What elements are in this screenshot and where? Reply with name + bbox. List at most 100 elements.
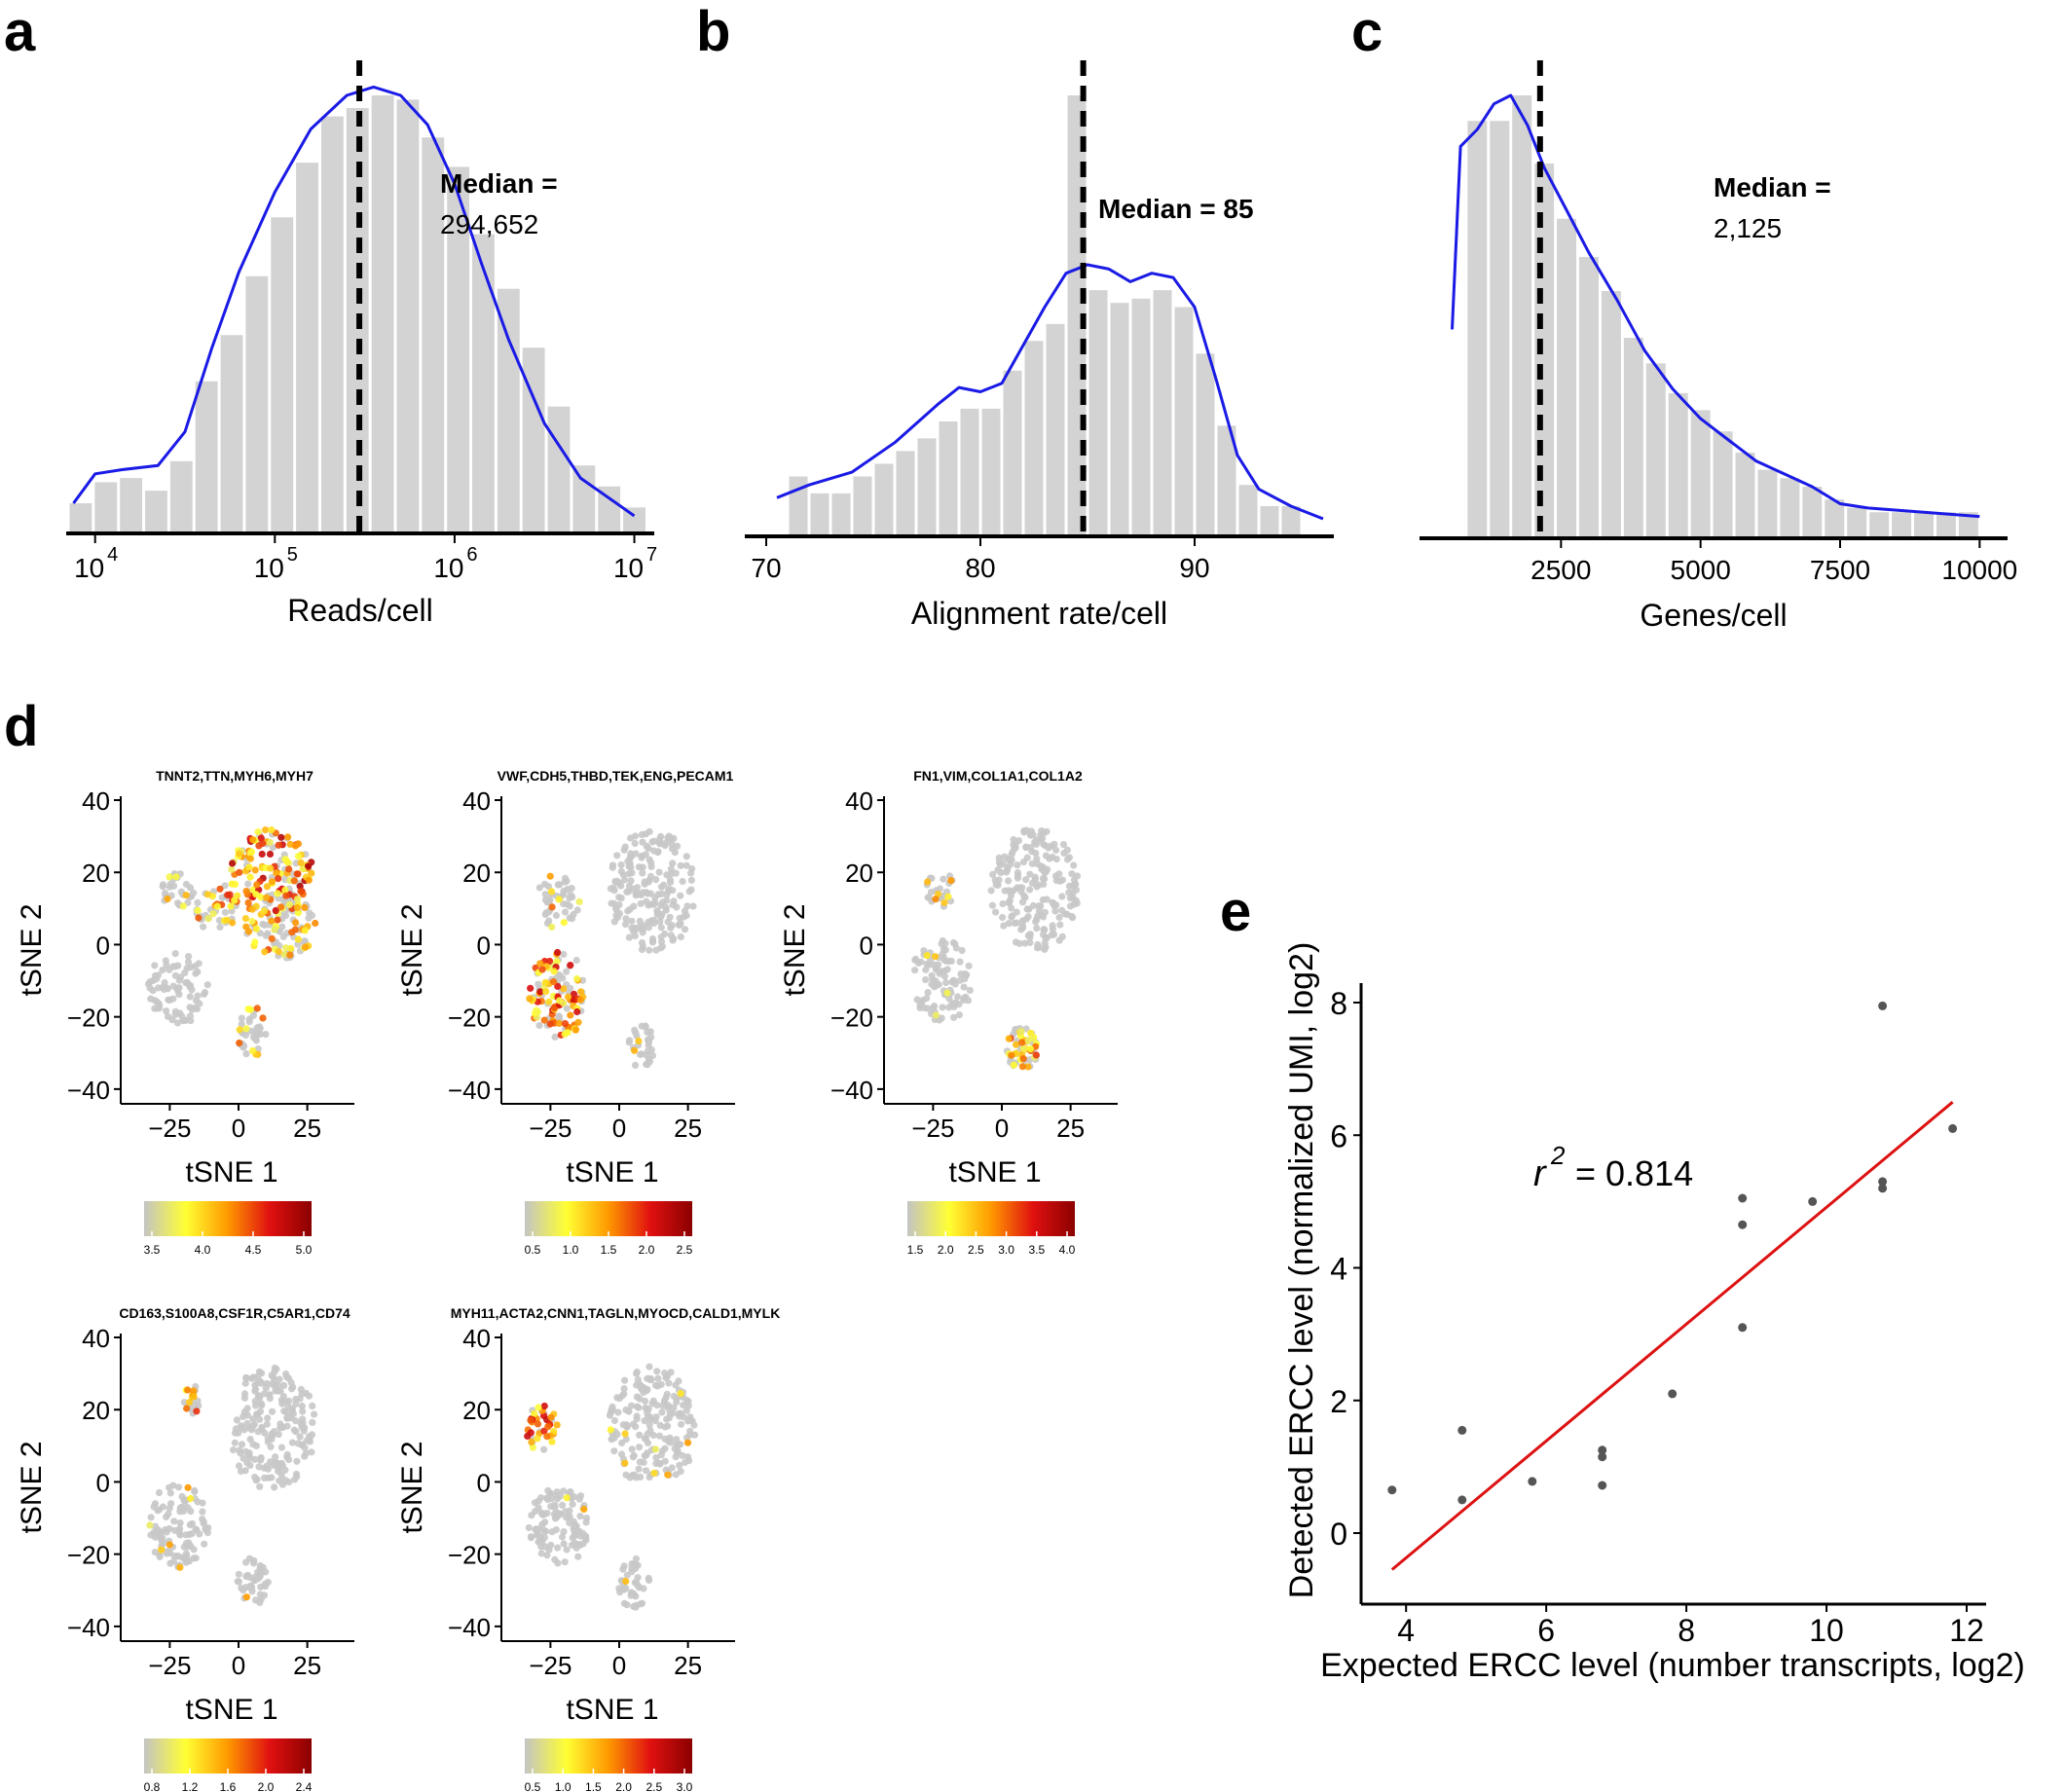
tsne-point (644, 1028, 651, 1036)
tsne-point (201, 1540, 208, 1548)
tsne-point (631, 932, 639, 940)
y-tick-label: 20 (462, 859, 491, 888)
tsne-point (1027, 831, 1035, 839)
tsne-point (242, 888, 250, 896)
tsne-point (156, 1506, 164, 1514)
tsne-point (156, 1553, 164, 1561)
tsne-point (555, 997, 564, 1005)
tsne-point (668, 922, 676, 930)
histogram-bar (145, 491, 167, 533)
tsne-point (664, 834, 672, 842)
histogram-bar (572, 465, 596, 533)
tsne-point (303, 1437, 311, 1445)
colorbar-tick-label: 4.5 (245, 1243, 262, 1257)
tsne-point (1018, 898, 1027, 906)
tsne-point (269, 1380, 277, 1388)
tsne-point (669, 887, 677, 895)
tsne-point (305, 1392, 313, 1400)
histogram-bar (1467, 121, 1488, 538)
colorbar (144, 1201, 312, 1236)
tsne-point (956, 958, 964, 966)
tsne-point (625, 870, 633, 878)
tsne-point (190, 1393, 198, 1401)
y-tick-label: 20 (845, 859, 873, 888)
tsne-title: VWF,CDH5,THBD,TEK,ENG,PECAM1 (498, 768, 734, 784)
y-tick-label: 2 (1330, 1384, 1347, 1419)
histogram-bar (195, 381, 218, 533)
tsne-point (299, 865, 307, 873)
data-point (1598, 1452, 1607, 1462)
colorbar-tick-label: 3.5 (144, 1243, 161, 1257)
tsne-point (622, 915, 630, 923)
tsne-point (645, 946, 653, 954)
tsne-point (278, 1400, 286, 1408)
tsne-point (634, 884, 642, 892)
tsne-point (546, 872, 554, 880)
tsne-point (555, 896, 563, 903)
tsne-point (275, 1467, 282, 1475)
tsne-point (297, 859, 305, 867)
tsne-point (680, 1402, 687, 1409)
tsne-point (554, 881, 562, 889)
tsne-point (1051, 907, 1059, 915)
tsne-point (253, 1410, 261, 1418)
tsne-point (1040, 926, 1048, 933)
tsne-point (1014, 874, 1021, 882)
tsne-point (1066, 895, 1074, 902)
tsne-point (682, 853, 690, 860)
tsne-point (960, 996, 968, 1004)
histogram-bar (1847, 507, 1867, 538)
tsne-point (554, 982, 562, 991)
tsne-point (992, 881, 1000, 889)
tsne-point (1026, 870, 1034, 878)
histogram-bar (296, 163, 318, 533)
tsne-point (166, 1483, 173, 1491)
tsne-point (627, 877, 635, 885)
tsne-point (568, 915, 576, 923)
tsne-point (170, 1553, 178, 1560)
y-tick-label: −40 (448, 1076, 491, 1105)
tsne-point (236, 868, 243, 876)
tsne-point (193, 1408, 201, 1415)
tsne-point (677, 861, 684, 869)
tsne-point (995, 859, 1003, 866)
tsne-point (280, 1381, 288, 1389)
r-squared-exponent: 2 (1550, 1141, 1566, 1170)
tsne-point (1049, 922, 1056, 930)
colorbar-tick-label: 2.0 (938, 1243, 954, 1257)
histogram-bar (245, 275, 269, 533)
tsne-point (200, 1519, 207, 1527)
tsne-point (244, 898, 252, 907)
tsne-point (237, 1449, 244, 1457)
tsne-point (1048, 931, 1055, 939)
tsne-point (624, 858, 632, 865)
tsne-grey-points (530, 827, 697, 1069)
tsne-point (288, 1439, 296, 1446)
tsne-point (213, 902, 221, 910)
tsne-point (641, 1452, 648, 1460)
tsne-point (293, 903, 301, 912)
tsne-point (989, 870, 997, 879)
tsne-point (230, 1446, 238, 1454)
tsne-point (661, 1445, 669, 1452)
tsne-point (647, 1046, 655, 1054)
tsne-point (676, 921, 683, 930)
tsne-point (262, 1384, 270, 1392)
tsne-point (535, 980, 542, 988)
x-tick-label: −25 (148, 1114, 191, 1143)
tsne-point (573, 1007, 581, 1016)
tsne-point (683, 1397, 691, 1405)
tsne-point (176, 1519, 184, 1527)
tsne-point (268, 826, 276, 834)
tsne-point (670, 897, 678, 905)
tsne-point (272, 1387, 279, 1395)
tsne-point (1019, 859, 1027, 866)
tsne-point (653, 909, 662, 917)
tsne-point (632, 1061, 640, 1069)
tsne-point (253, 1005, 261, 1012)
tsne-point (560, 891, 568, 898)
tsne-point (663, 891, 671, 898)
tsne-point (290, 1426, 298, 1434)
